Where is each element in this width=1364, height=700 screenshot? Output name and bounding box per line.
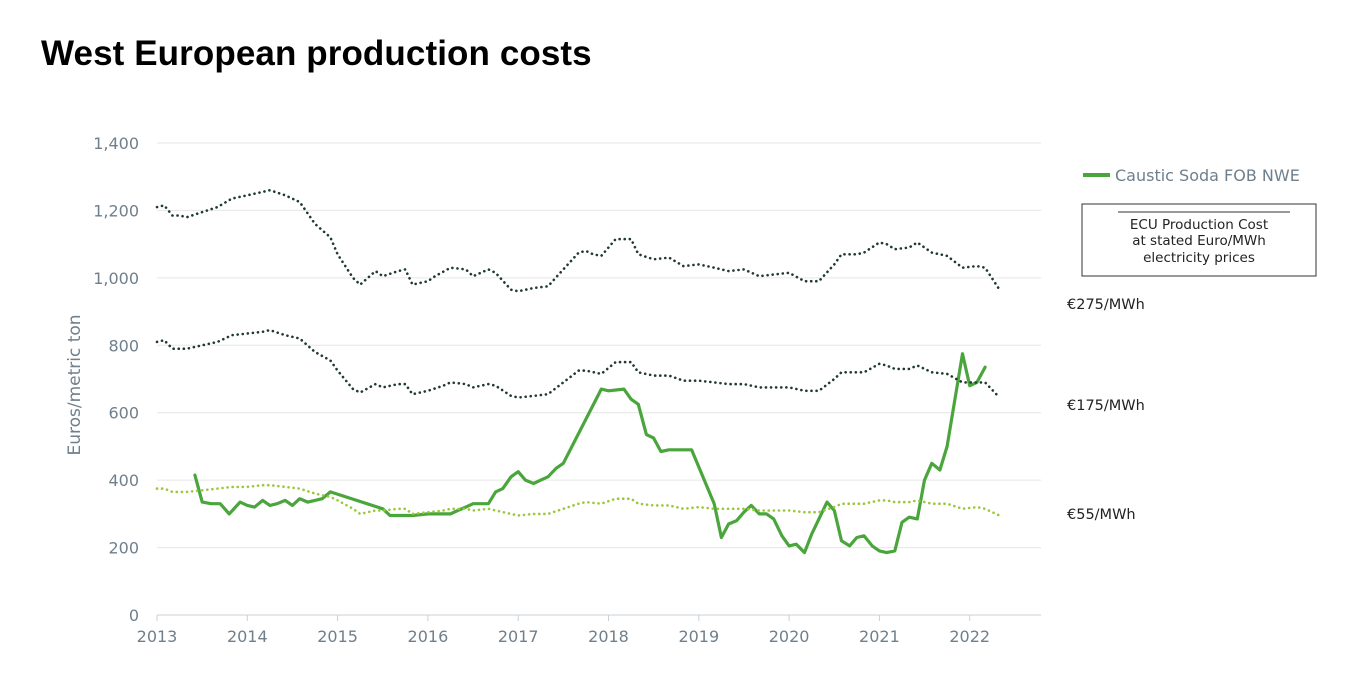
series-line-2 xyxy=(155,328,1001,399)
x-tick-label: 2014 xyxy=(227,627,268,646)
x-tick-label: 2015 xyxy=(317,627,358,646)
legend-label-caustic-soda: Caustic Soda FOB NWE xyxy=(1115,166,1300,185)
x-tick-label: 2018 xyxy=(588,627,629,646)
y-axis-label: Euros/metric ton xyxy=(65,314,85,455)
x-tick-label: 2021 xyxy=(859,627,900,646)
legend-box-line-2: at stated Euro/MWh xyxy=(1132,233,1266,249)
y-tick-label: 1,200 xyxy=(93,201,139,220)
legend-box: ECU Production Cost at stated Euro/MWh e… xyxy=(1081,203,1317,277)
y-tick-label: 800 xyxy=(108,336,139,355)
series-end-label-3: €55/MWh xyxy=(1067,507,1136,523)
x-tick-label: 2020 xyxy=(769,627,810,646)
gridlines xyxy=(157,142,1041,616)
legend-box-frame xyxy=(1081,203,1317,277)
x-tick-label: 2017 xyxy=(498,627,539,646)
x-axis-ticks: 2013 2014 2015 2016 2017 2018 2019 2020 2021 2022 xyxy=(137,615,990,646)
x-tick-label: 2022 xyxy=(949,627,990,646)
series-end-labels: €275/MWh €175/MWh €55/MWh xyxy=(1067,297,1145,523)
series-line-0 xyxy=(193,352,987,555)
y-tick-label: 1,000 xyxy=(93,269,139,288)
x-tick-label: 2016 xyxy=(408,627,449,646)
legend-box-line-1: ECU Production Cost xyxy=(1130,217,1268,233)
series-end-label-1: €275/MWh xyxy=(1067,297,1145,313)
series-line-3 xyxy=(155,483,1001,517)
y-tick-label: 200 xyxy=(108,539,139,558)
legend-box-line-3: electricity prices xyxy=(1143,250,1255,266)
x-tick-label: 2019 xyxy=(678,627,719,646)
series-line-1 xyxy=(155,188,1001,293)
series-end-label-2: €175/MWh xyxy=(1067,398,1145,414)
y-axis-ticks: 0 200 400 600 800 1,000 1,200 1,400 xyxy=(93,134,139,625)
series-lines xyxy=(155,188,1001,555)
y-tick-label: 400 xyxy=(108,471,139,490)
y-tick-label: 600 xyxy=(108,404,139,423)
legend[interactable]: Caustic Soda FOB NWE xyxy=(1083,166,1300,185)
chart-title: West European production costs xyxy=(41,34,592,73)
y-tick-label: 0 xyxy=(129,606,139,625)
x-tick-label: 2013 xyxy=(137,627,178,646)
y-tick-label: 1,400 xyxy=(93,134,139,153)
